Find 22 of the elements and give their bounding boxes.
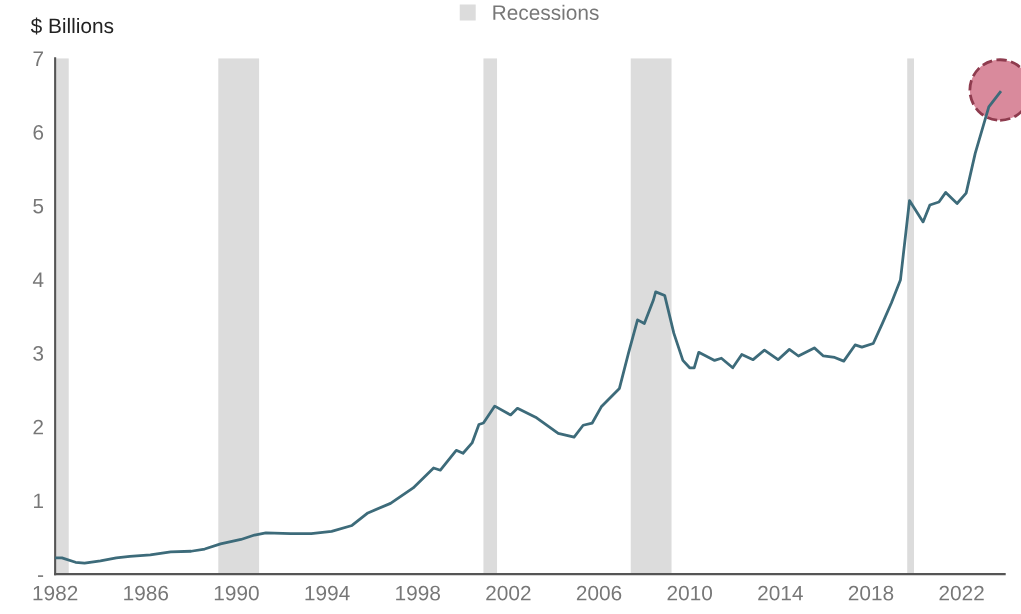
y-tick-label: 7 — [33, 51, 43, 66]
x-tick-label: 2018 — [848, 585, 894, 601]
y-tick-label: - — [38, 575, 44, 577]
x-tick-label: 1982 — [33, 585, 78, 601]
x-tick-label: 2002 — [486, 585, 531, 601]
y-tick-label: 6 — [33, 125, 44, 140]
x-tick-label: 1994 — [305, 585, 350, 601]
y-axis-title: $ Billions — [30, 17, 114, 35]
x-tick-label: 2006 — [576, 585, 622, 601]
y-tick-label: 5 — [33, 198, 44, 214]
y-tick-label: 4 — [32, 272, 44, 287]
x-tick-label: 2022 — [939, 585, 984, 601]
line-series — [55, 90, 1002, 565]
y-tick-label: 1 — [34, 493, 44, 508]
x-tick-label: 1998 — [396, 585, 440, 601]
x-tick-label: 1990 — [214, 585, 259, 601]
x-tick-label: 2010 — [667, 585, 713, 601]
x-tick-label: 1986 — [124, 585, 169, 601]
y-tick-label: 3 — [33, 346, 44, 361]
x-tick-label: 2014 — [758, 585, 803, 601]
legend-label: Recessions — [493, 4, 599, 20]
y-tick-label: 2 — [33, 419, 43, 435]
